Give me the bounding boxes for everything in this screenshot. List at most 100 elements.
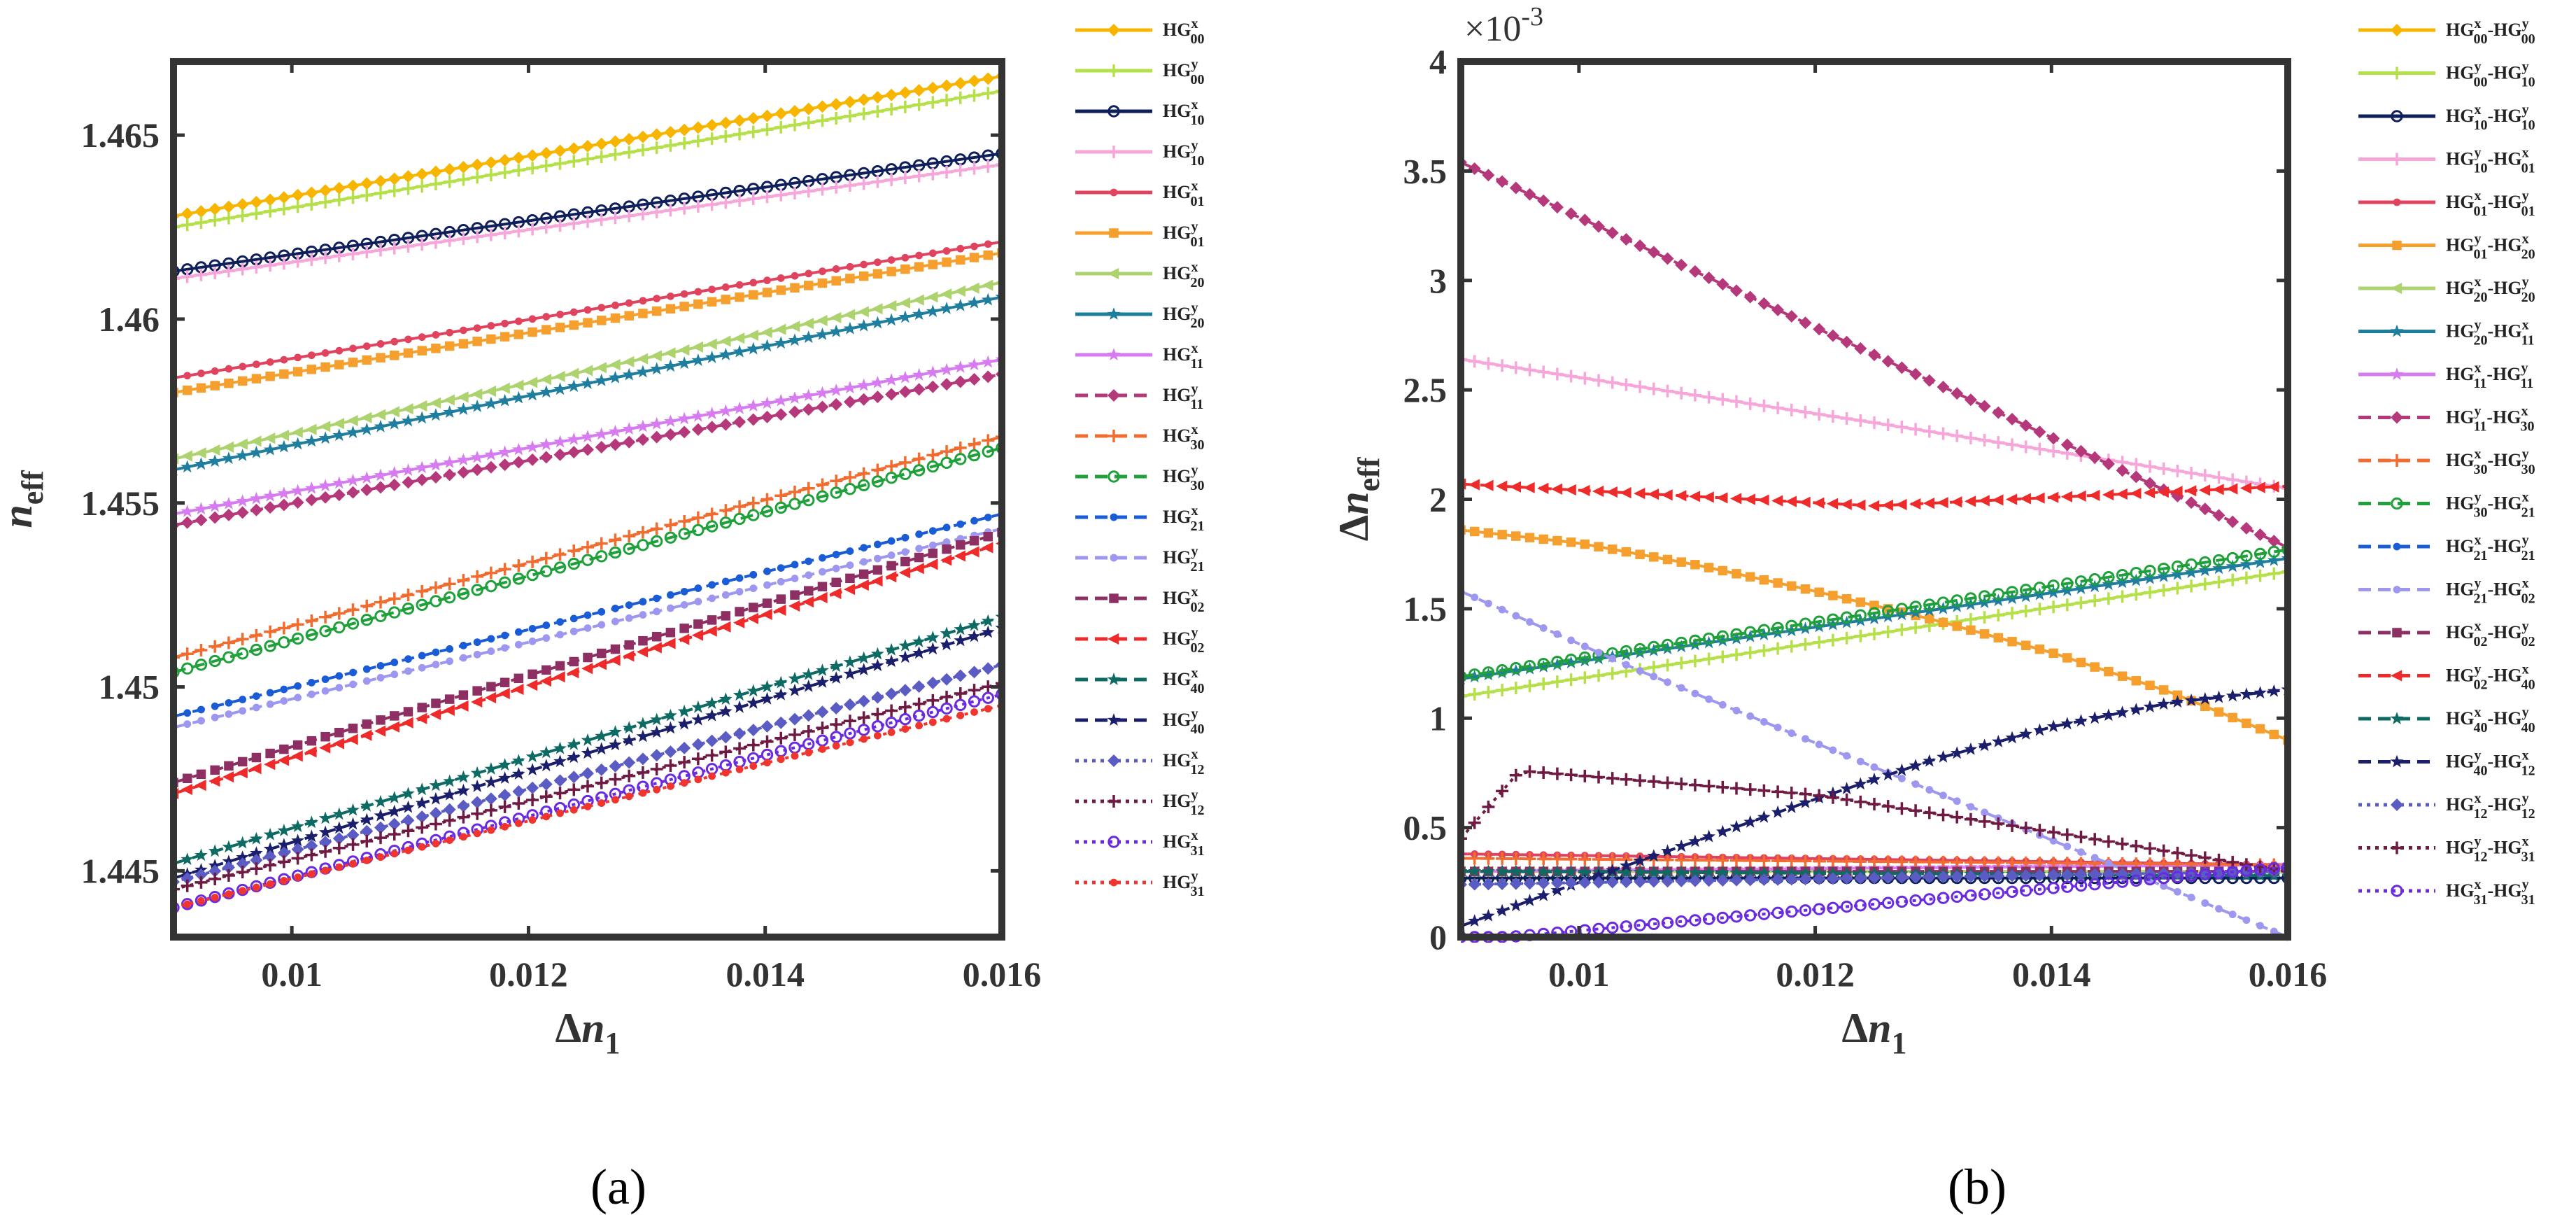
series-13-point-34 <box>639 611 647 619</box>
series-3-point-11 <box>319 251 332 265</box>
series-18-point-53 <box>2185 866 2198 880</box>
series-15-point-4 <box>1509 481 1521 493</box>
series-15-point-5 <box>236 767 248 779</box>
series-11-point-39 <box>1992 588 2005 600</box>
series-3-point-51 <box>2157 462 2170 475</box>
series-4-point-12 <box>335 346 344 355</box>
series-14-point-44 <box>776 594 786 604</box>
series-21-point-15 <box>376 853 385 861</box>
series-19-point-31 <box>1881 800 1895 813</box>
series-15-point-21 <box>457 700 469 712</box>
series-1-point-48 <box>2116 590 2129 603</box>
series-5-point-10 <box>1594 542 1604 552</box>
series-1-point-18 <box>416 180 429 193</box>
series-15-point-13 <box>1634 488 1646 500</box>
series-13-point-38 <box>694 598 702 606</box>
series-8-point-17 <box>402 463 415 476</box>
series-17-point-52 <box>2171 695 2184 708</box>
series-12-point-39 <box>708 581 716 589</box>
series-18-point-42 <box>2033 868 2046 882</box>
series-0-point-50 <box>857 93 870 106</box>
series-11-point-53 <box>2185 558 2198 571</box>
series-15-point-53 <box>2185 485 2197 497</box>
series-1-point-10 <box>1592 669 1605 682</box>
series-7-point-30 <box>581 377 595 389</box>
series-14-point-34 <box>638 635 648 646</box>
series-7-point-32 <box>609 370 622 384</box>
series-6-point-7 <box>264 432 276 444</box>
series-17-point-20 <box>1729 819 1743 833</box>
series-7-point-14 <box>360 422 374 435</box>
series-3-point-11 <box>1606 376 1619 389</box>
series-20-point-30 <box>1868 898 1881 910</box>
series-18-point-38 <box>1978 870 1991 883</box>
series-16-point-25 <box>511 754 525 767</box>
series-5-point-35 <box>1938 617 1948 628</box>
series-15-point-17 <box>1688 491 1701 502</box>
series-19-point-57 <box>954 687 967 701</box>
series-15-point-48 <box>830 587 842 600</box>
series-20-point-54 <box>912 709 926 722</box>
series-11-point-15 <box>374 610 387 623</box>
series-5-point-1 <box>1469 526 1480 537</box>
series-16-point-44 <box>774 675 788 689</box>
series-7-point-17 <box>402 414 415 427</box>
series-18-point-34 <box>636 752 649 766</box>
series-15-point-44 <box>774 604 786 616</box>
series-16-point-48 <box>829 659 843 673</box>
legend-marker <box>2390 712 2404 724</box>
series-7-point-18 <box>415 411 429 424</box>
series-3-point-58 <box>968 162 981 175</box>
series-8-point-44 <box>774 393 788 407</box>
series-13-point-21 <box>1746 712 1755 720</box>
series-11-point-32 <box>1895 603 1909 615</box>
series-14-point-53 <box>900 556 910 567</box>
series-16-point-9 <box>291 819 304 833</box>
series-1-point-40 <box>719 129 733 143</box>
series-16-point-23 <box>484 762 498 775</box>
series-20-point-56 <box>2226 866 2239 878</box>
series-15-point-44 <box>2060 491 2072 502</box>
series-15-point-24 <box>498 687 510 700</box>
series-16-point-16 <box>1674 865 1688 878</box>
series-17-point-48 <box>829 671 843 684</box>
series-15-point-12 <box>332 738 344 750</box>
series-20-point-28 <box>1840 900 1853 913</box>
series-13-point-53 <box>2187 893 2195 901</box>
series-15-point-22 <box>471 696 483 708</box>
series-17-point-6 <box>250 846 263 859</box>
series-15-point-13 <box>346 733 358 745</box>
series-10-point-1 <box>1468 852 1481 865</box>
series-15-point-4 <box>222 771 234 783</box>
series-12-point-18 <box>418 652 426 660</box>
series-10-point-11 <box>319 610 332 624</box>
legend-marker <box>1107 24 1120 36</box>
series-8-point-27 <box>539 437 553 451</box>
series-5-point-45 <box>790 283 800 293</box>
series-9-point-38 <box>1978 400 1991 413</box>
series-10-point-5 <box>1523 852 1536 866</box>
series-3-point-49 <box>843 179 856 192</box>
series-9-point-11 <box>319 491 332 504</box>
series-16-point-17 <box>1688 866 1702 878</box>
series-20-point-17 <box>1689 914 1701 927</box>
series-18-point-4 <box>222 861 235 874</box>
series-9-point-7 <box>264 501 277 514</box>
series-17-point-42 <box>746 696 760 709</box>
series-4-point-36 <box>667 292 674 300</box>
series-15-point-31 <box>595 659 607 670</box>
series-14-point-51 <box>872 565 883 575</box>
series-10-point-35 <box>1937 855 1950 868</box>
series-16-point-33 <box>622 721 636 734</box>
series-8 <box>174 352 1002 520</box>
series-13-point-45 <box>2077 848 2085 856</box>
series-8-point-4 <box>222 496 236 509</box>
legend-marker <box>1109 228 1119 238</box>
series-4-point-50 <box>860 260 868 269</box>
series-15-point-3 <box>1496 480 1508 492</box>
series-15-point-49 <box>843 584 856 596</box>
